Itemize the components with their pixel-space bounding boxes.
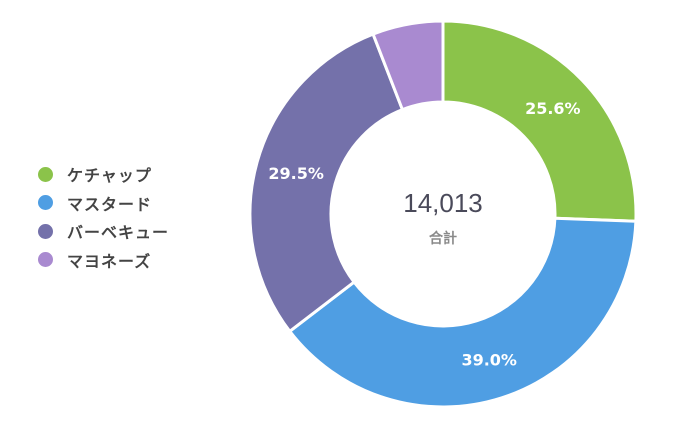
legend-swatch (38, 223, 53, 239)
legend-label: バーベキュー (67, 223, 170, 243)
legend-swatch (38, 252, 53, 268)
slice-value-label: 25.6% (525, 99, 581, 118)
legend-swatch (38, 195, 53, 211)
chart-legend: ケチャップマスタードバーベキュー マヨネーズ (38, 160, 208, 274)
donut-slice[interactable] (248, 32, 404, 333)
slice-value-label: 29.5% (268, 164, 324, 183)
legend-item[interactable]: バーベキュー (38, 217, 208, 246)
donut-slice[interactable] (371, 19, 445, 112)
center-caption: 合計 (429, 230, 457, 247)
slice-value-label: 39.0% (461, 350, 517, 369)
legend-item[interactable]: マヨネーズ (38, 246, 208, 275)
donut-slice[interactable] (441, 19, 638, 223)
legend-item[interactable]: ケチャップ (38, 160, 208, 189)
center-total: 14,013 (403, 188, 483, 218)
legend-label: マヨネーズ (67, 251, 152, 271)
donut-slice[interactable] (288, 216, 638, 409)
legend-item[interactable]: マスタード (38, 189, 208, 218)
legend-label: ケチャップ (67, 166, 152, 186)
legend-swatch (38, 166, 53, 182)
legend-label: マスタード (67, 194, 153, 214)
slice-labels: 25.6% 39.0% 29.5% (268, 99, 580, 369)
donut-slices (248, 19, 638, 409)
